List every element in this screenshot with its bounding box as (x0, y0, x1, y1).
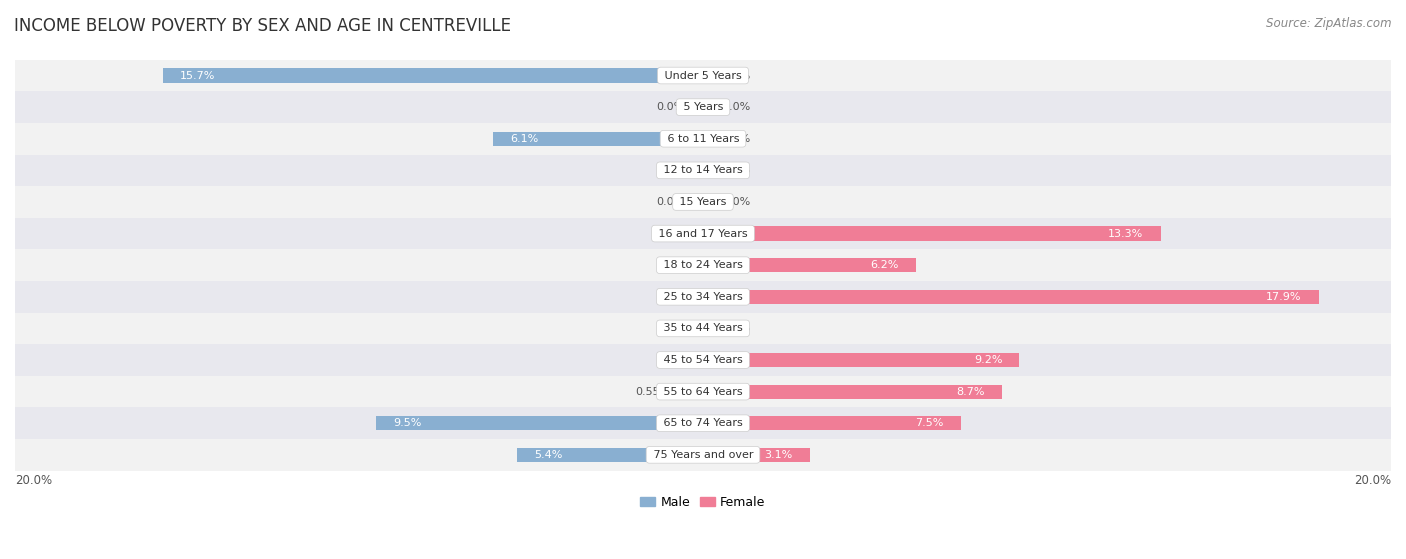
Bar (15, 218, 1391, 249)
Text: 0.0%: 0.0% (655, 324, 685, 333)
Bar (685, 385, 703, 399)
Bar (377, 416, 703, 430)
Bar (697, 100, 703, 114)
Text: 15.7%: 15.7% (180, 70, 215, 80)
Text: 0.0%: 0.0% (655, 229, 685, 239)
Text: 20.0%: 20.0% (15, 474, 52, 487)
Text: 35 to 44 Years: 35 to 44 Years (659, 324, 747, 333)
Bar (703, 416, 960, 430)
Bar (697, 321, 703, 335)
Bar (697, 353, 703, 367)
Bar (15, 376, 1391, 408)
Text: 20.0%: 20.0% (1354, 474, 1391, 487)
Text: 16 and 17 Years: 16 and 17 Years (655, 229, 751, 239)
Bar (703, 131, 709, 146)
Text: 0.0%: 0.0% (655, 292, 685, 302)
Text: 0.0%: 0.0% (721, 134, 751, 144)
Text: 5.4%: 5.4% (534, 450, 562, 460)
Text: 18 to 24 Years: 18 to 24 Years (659, 260, 747, 270)
Text: Source: ZipAtlas.com: Source: ZipAtlas.com (1267, 17, 1392, 30)
Text: 0.0%: 0.0% (721, 102, 751, 112)
Text: 9.5%: 9.5% (394, 418, 422, 428)
Bar (703, 353, 1019, 367)
Text: 15 Years: 15 Years (676, 197, 730, 207)
Bar (703, 321, 709, 335)
Text: 9.2%: 9.2% (974, 355, 1002, 365)
Bar (15, 60, 1391, 91)
Text: 0.0%: 0.0% (655, 355, 685, 365)
Text: 0.0%: 0.0% (655, 197, 685, 207)
Bar (15, 186, 1391, 218)
Text: 0.0%: 0.0% (721, 70, 751, 80)
Bar (697, 258, 703, 272)
Bar (703, 226, 1160, 241)
Text: 0.55%: 0.55% (636, 387, 671, 397)
Legend: Male, Female: Male, Female (636, 491, 770, 514)
Bar (15, 344, 1391, 376)
Text: 0.0%: 0.0% (721, 197, 751, 207)
Bar (163, 68, 703, 83)
Text: 6.2%: 6.2% (870, 260, 898, 270)
Text: 7.5%: 7.5% (915, 418, 943, 428)
Bar (15, 154, 1391, 186)
Text: 17.9%: 17.9% (1265, 292, 1302, 302)
Bar (15, 281, 1391, 312)
Bar (703, 385, 1002, 399)
Text: 0.0%: 0.0% (655, 260, 685, 270)
Text: 5 Years: 5 Years (679, 102, 727, 112)
Text: 6.1%: 6.1% (510, 134, 538, 144)
Bar (494, 131, 703, 146)
Text: INCOME BELOW POVERTY BY SEX AND AGE IN CENTREVILLE: INCOME BELOW POVERTY BY SEX AND AGE IN C… (14, 17, 510, 35)
Bar (703, 290, 1319, 304)
Bar (697, 226, 703, 241)
Text: 45 to 54 Years: 45 to 54 Years (659, 355, 747, 365)
Text: 6 to 11 Years: 6 to 11 Years (664, 134, 742, 144)
Text: 0.0%: 0.0% (721, 165, 751, 176)
Bar (703, 195, 709, 209)
Text: 0.0%: 0.0% (721, 324, 751, 333)
Text: 0.0%: 0.0% (655, 165, 685, 176)
Text: 8.7%: 8.7% (956, 387, 986, 397)
Text: 75 Years and over: 75 Years and over (650, 450, 756, 460)
Bar (15, 249, 1391, 281)
Bar (517, 448, 703, 462)
Bar (703, 68, 709, 83)
Text: 13.3%: 13.3% (1108, 229, 1143, 239)
Text: 65 to 74 Years: 65 to 74 Years (659, 418, 747, 428)
Bar (697, 290, 703, 304)
Bar (15, 312, 1391, 344)
Bar (15, 91, 1391, 123)
Bar (703, 258, 917, 272)
Bar (703, 163, 709, 177)
Bar (15, 408, 1391, 439)
Bar (697, 163, 703, 177)
Bar (15, 123, 1391, 154)
Text: Under 5 Years: Under 5 Years (661, 70, 745, 80)
Text: 55 to 64 Years: 55 to 64 Years (659, 387, 747, 397)
Text: 25 to 34 Years: 25 to 34 Years (659, 292, 747, 302)
Text: 12 to 14 Years: 12 to 14 Years (659, 165, 747, 176)
Text: 3.1%: 3.1% (765, 450, 793, 460)
Text: 0.0%: 0.0% (655, 102, 685, 112)
Bar (703, 448, 810, 462)
Bar (703, 100, 709, 114)
Bar (697, 195, 703, 209)
Bar (15, 439, 1391, 471)
